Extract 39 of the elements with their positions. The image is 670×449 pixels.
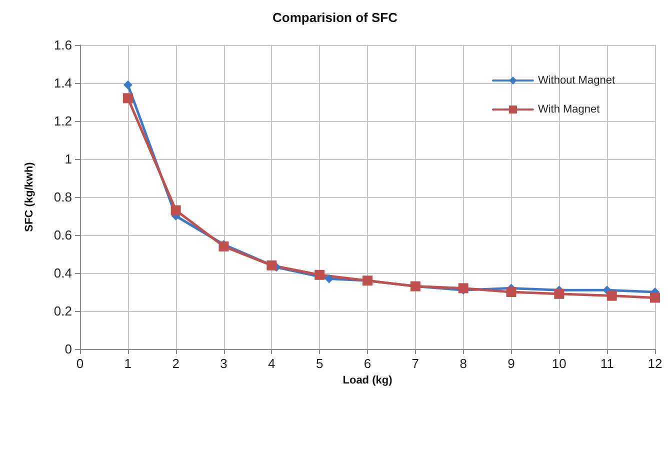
point <box>606 290 617 301</box>
legend-label: Without Magnet <box>538 74 616 86</box>
x-tick-label: 10 <box>552 356 566 371</box>
point <box>324 274 334 284</box>
x-tick-label: 7 <box>412 356 420 371</box>
point <box>314 270 325 280</box>
point <box>554 288 564 299</box>
y-tick-label: 1.2 <box>54 114 72 128</box>
x-tick-label: 6 <box>364 356 372 371</box>
x-tick-label: 0 <box>76 356 84 371</box>
point <box>123 80 132 90</box>
x-axis-title: Load (kg) <box>342 374 393 386</box>
x-tick-label: 3 <box>220 356 228 371</box>
chart-title: Comparision of SFC <box>272 10 398 25</box>
legend-label: With Magnet <box>538 104 600 116</box>
x-tick-label: 11 <box>600 356 614 371</box>
x-tick-label: 12 <box>648 356 662 371</box>
x-tick-label: 2 <box>172 356 180 371</box>
x-tick-label: 5 <box>316 356 324 371</box>
y-tick-label: 1 <box>64 152 72 166</box>
x-tick-label: 9 <box>508 356 515 371</box>
y-tick-label: 1.4 <box>54 76 72 90</box>
point <box>266 260 277 270</box>
y-tick-label: 0.2 <box>54 304 72 318</box>
x-tick-label: 4 <box>268 356 276 371</box>
point <box>650 292 660 303</box>
x-tick-label: 1 <box>124 356 132 371</box>
y-tick-label: 1.6 <box>54 38 72 52</box>
y-axis-title: SFC (kg/kwh) <box>24 162 36 232</box>
point <box>122 93 133 104</box>
y-tick-label: 0.4 <box>54 266 72 280</box>
y-tick-label: 0 <box>64 342 72 356</box>
y-tick-label: 0.8 <box>54 190 72 204</box>
point <box>218 241 229 252</box>
x-tick-label: 8 <box>460 356 467 371</box>
point <box>506 287 516 297</box>
y-tick-label: 0.6 <box>54 228 72 242</box>
point <box>170 205 181 216</box>
point <box>458 283 468 294</box>
